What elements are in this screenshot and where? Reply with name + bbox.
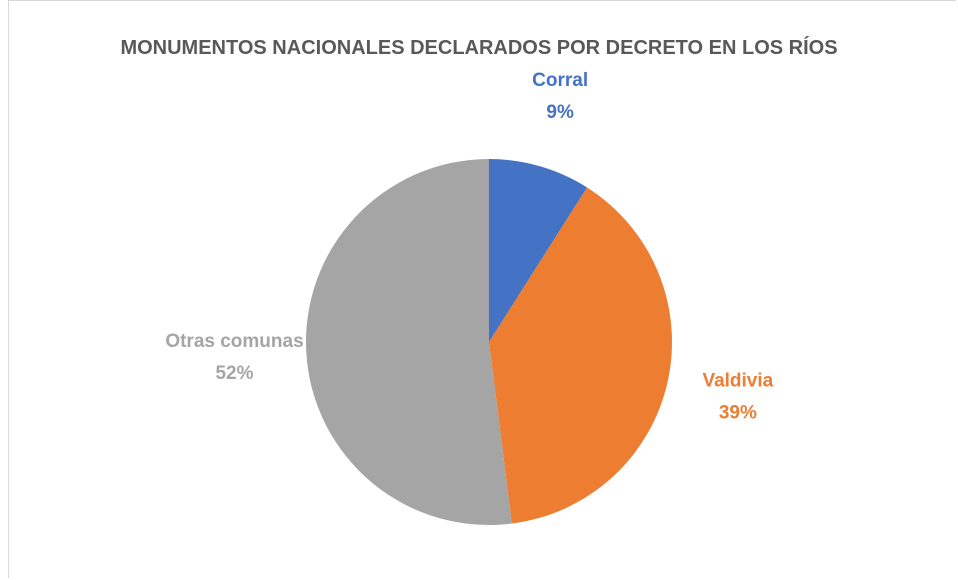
category-label: Corral [532, 70, 588, 91]
pie-slice [306, 159, 512, 525]
chart-border [8, 0, 956, 578]
category-label: Valdivia [702, 371, 773, 392]
chart-title: MONUMENTOS NACIONALES DECLARADOS POR DEC… [120, 37, 838, 59]
value-label: 52% [215, 363, 253, 384]
value-label: 9% [546, 102, 574, 123]
title-box: MONUMENTOS NACIONALES DECLARADOS POR DEC… [0, 34, 958, 62]
pie-slice [489, 187, 672, 524]
pie-slice [489, 159, 588, 342]
value-label: 39% [719, 403, 757, 424]
category-label: Otras comunas [165, 331, 303, 352]
